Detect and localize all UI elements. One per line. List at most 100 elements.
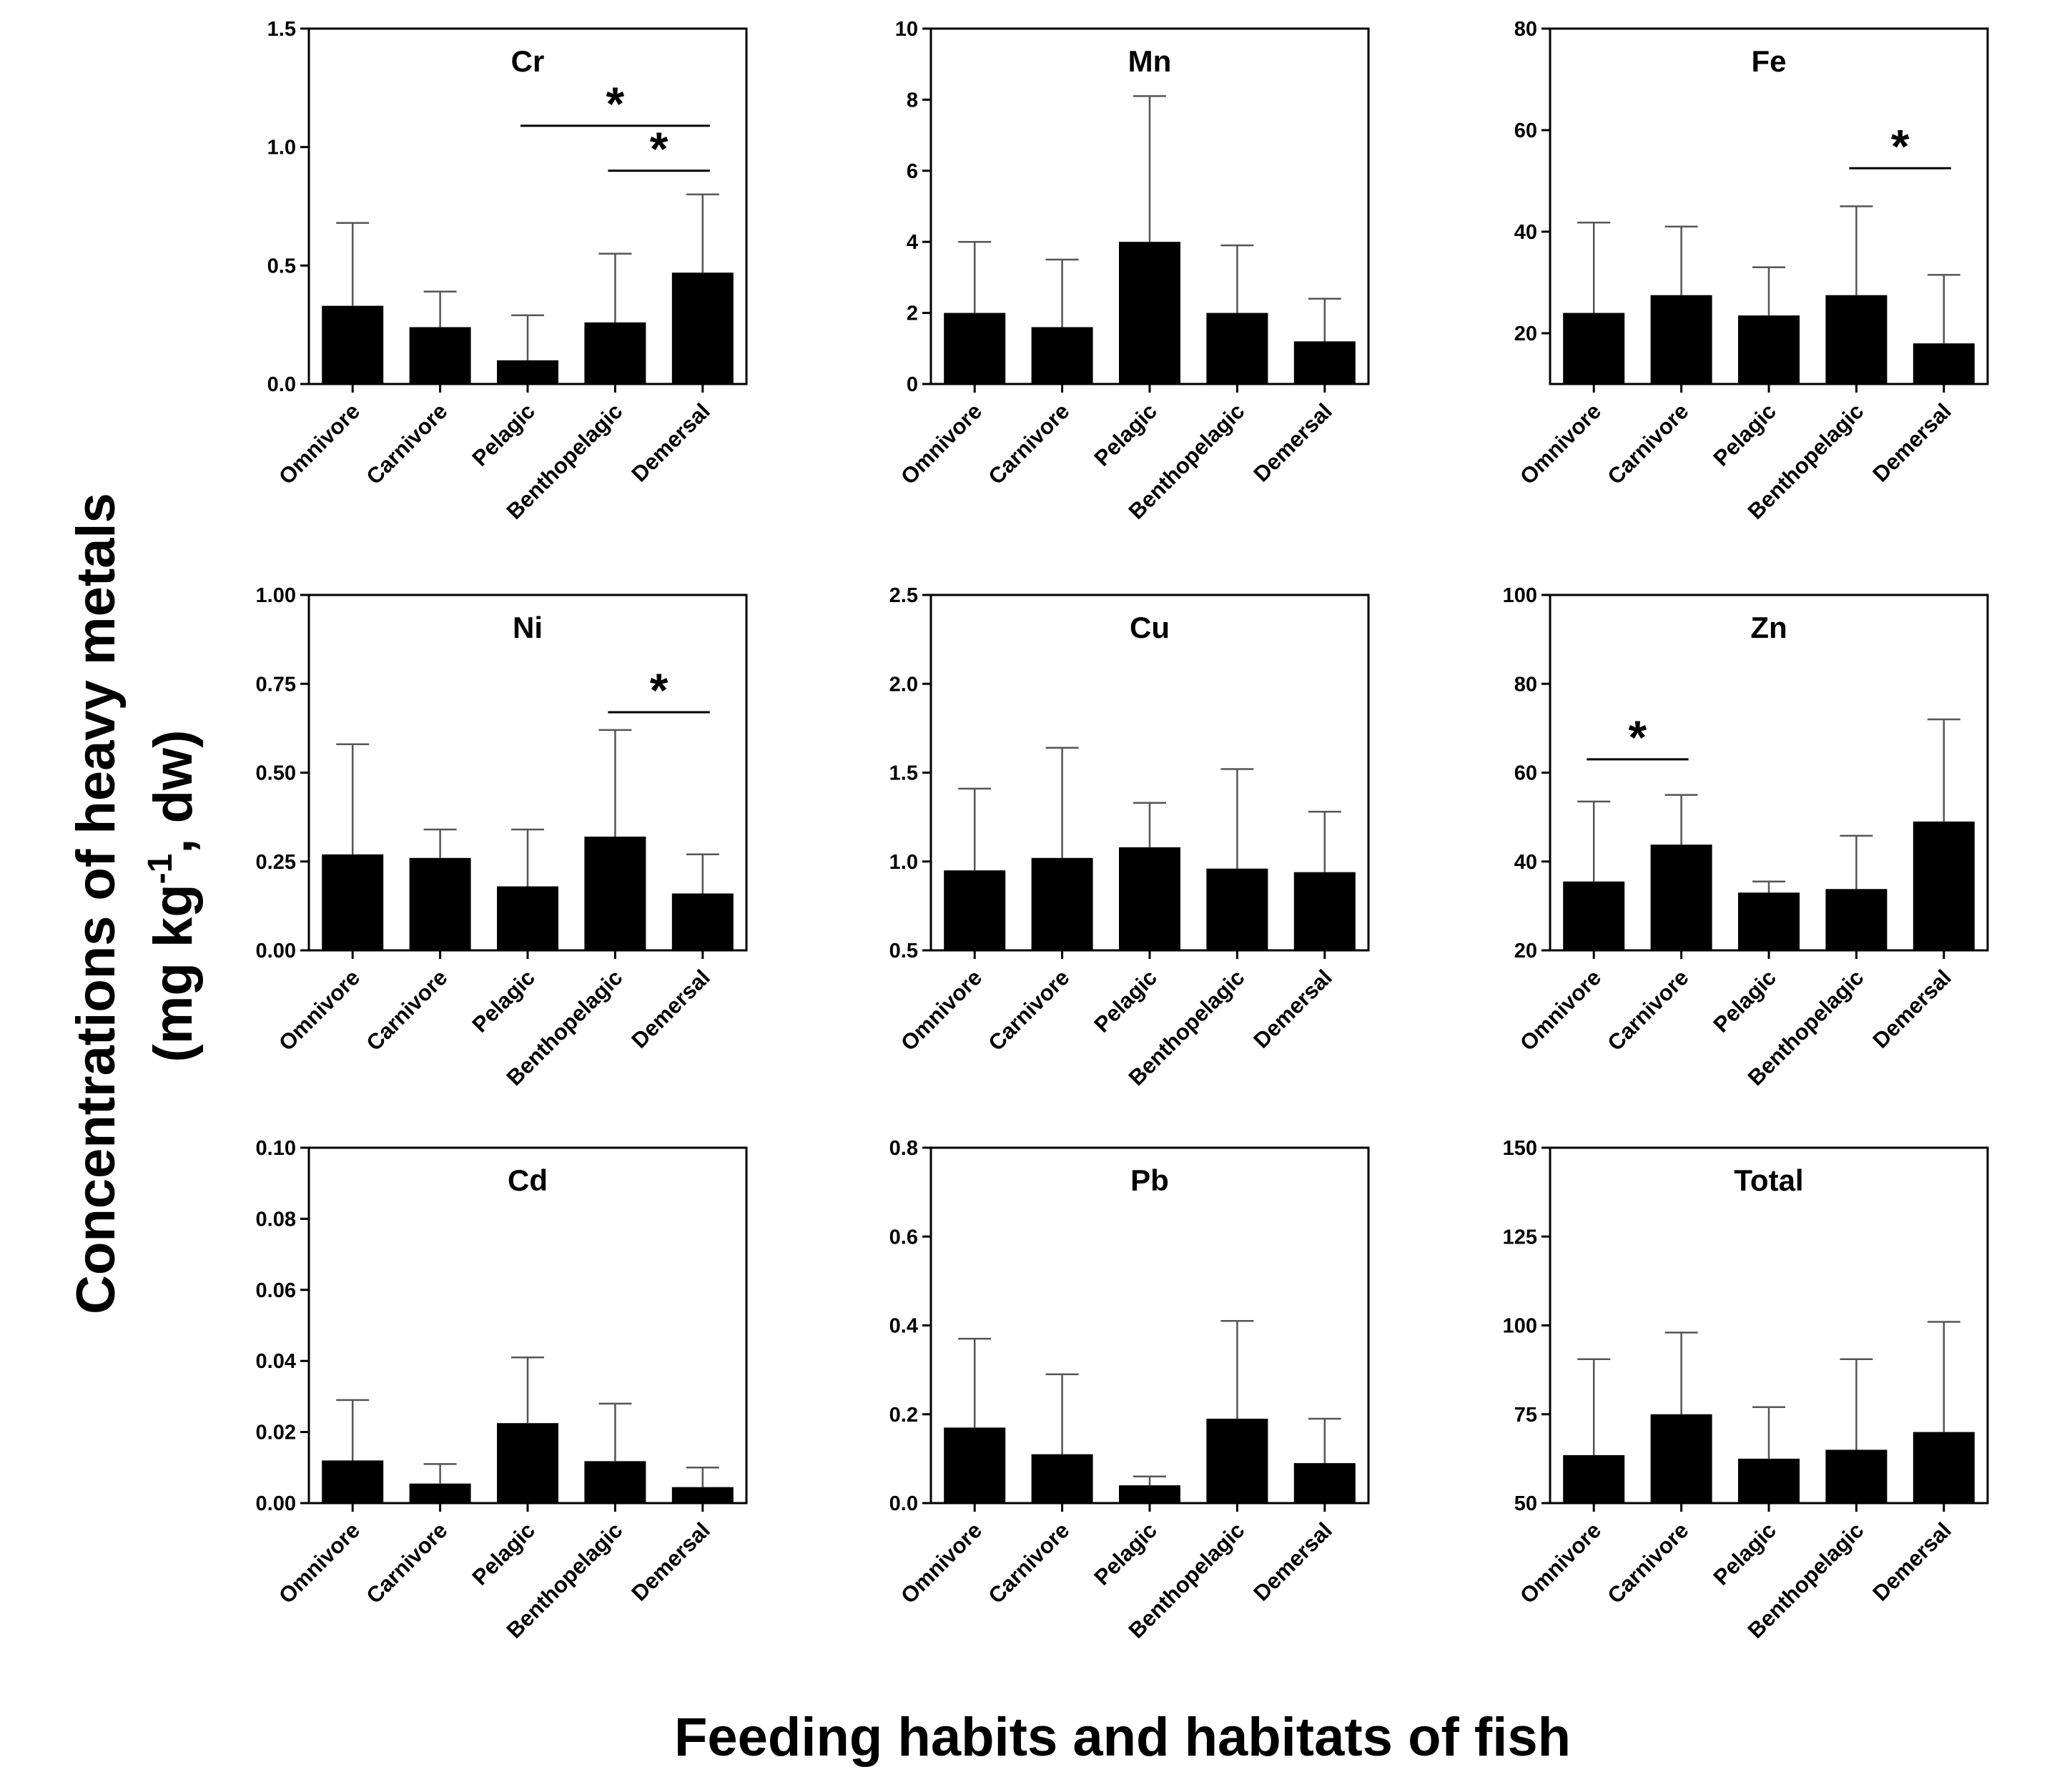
y-tick-label: 40 [1514, 851, 1537, 874]
bar-omnivore [1563, 1454, 1625, 1503]
bar-omnivore [322, 1460, 384, 1503]
x-axis-title: Feeding habits and habitats of fish [674, 1707, 1571, 1768]
bar-omnivore [1563, 312, 1625, 384]
panel-title: Cd [508, 1163, 548, 1197]
y-tick-label: 100 [1503, 1315, 1537, 1338]
bar-omnivore [944, 312, 1006, 384]
y-tick-label: 0.50 [256, 762, 296, 785]
y-tick-label: 125 [1503, 1226, 1537, 1249]
bar-pelagic [1738, 1458, 1800, 1503]
y-tick-label: 1.0 [267, 137, 296, 159]
bar-benthopelagic [1825, 889, 1888, 950]
significance-star: * [650, 122, 669, 175]
y-tick-label: 2 [907, 302, 918, 325]
bar-demersal [1913, 1432, 1975, 1503]
y-tick-label: 1.5 [889, 762, 918, 785]
y-tick-label: 0.06 [256, 1279, 296, 1302]
significance-star: * [606, 77, 625, 130]
y-tick-label: 75 [1514, 1404, 1537, 1427]
bar-benthopelagic [1206, 1418, 1268, 1503]
y-tick-label: 0.5 [889, 940, 918, 963]
y-tick-label: 80 [1514, 18, 1537, 41]
y-tick-label: 0.5 [267, 255, 296, 277]
y-tick-label: 1.00 [256, 584, 296, 607]
bar-benthopelagic [584, 836, 646, 950]
y-tick-label: 60 [1514, 119, 1537, 142]
panel-title: Total [1734, 1163, 1803, 1197]
y-tick-label: 0.2 [889, 1404, 918, 1427]
y-tick-label: 0.02 [256, 1422, 296, 1444]
bar-benthopelagic [584, 322, 646, 384]
bar-benthopelagic [1825, 1449, 1888, 1503]
y-tick-label: 0.08 [256, 1208, 296, 1231]
significance-star: * [1629, 711, 1647, 764]
y-tick-label: 0.0 [267, 373, 296, 396]
bar-omnivore [944, 870, 1006, 950]
y-tick-label: 0.4 [889, 1315, 918, 1338]
y-tick-label: 1.5 [267, 18, 296, 41]
bar-pelagic [1738, 892, 1800, 950]
bar-benthopelagic [1206, 312, 1268, 384]
bar-carnivore [1031, 1454, 1093, 1503]
panel-title: Zn [1750, 611, 1787, 644]
significance-star: * [1891, 119, 1910, 172]
bar-omnivore [322, 305, 384, 384]
y-axis-title-superscript: -1 [142, 854, 179, 885]
y-tick-label: 50 [1514, 1492, 1537, 1515]
y-tick-label: 0.04 [256, 1350, 296, 1373]
bar-carnivore [1650, 845, 1712, 950]
bar-pelagic [1119, 1485, 1180, 1503]
y-tick-label: 100 [1503, 584, 1537, 607]
bar-pelagic [497, 360, 558, 384]
bar-carnivore [1650, 295, 1712, 384]
y-tick-label: 0.10 [256, 1137, 296, 1160]
bar-carnivore [1650, 1414, 1712, 1503]
y-tick-label: 80 [1514, 673, 1537, 696]
y-tick-label: 10 [895, 18, 918, 41]
y-axis-title-line1: Concentrations of heavy metals [66, 493, 127, 1314]
bar-pelagic [497, 886, 558, 950]
y-tick-label: 0.75 [256, 673, 296, 696]
y-tick-label: 0.25 [256, 851, 296, 874]
bar-demersal [671, 1487, 734, 1503]
bar-demersal [671, 272, 734, 384]
y-axis-title-line2: (mg kg-1, dw) [142, 730, 204, 1063]
bar-demersal [1913, 343, 1975, 384]
y-tick-label: 0.00 [256, 1492, 296, 1515]
bar-omnivore [944, 1427, 1006, 1503]
panel-title: Cu [1130, 611, 1170, 644]
bar-carnivore [1031, 327, 1093, 384]
panel-title: Pb [1130, 1163, 1169, 1197]
y-tick-label: 4 [907, 231, 918, 254]
bar-demersal [1293, 341, 1356, 384]
bar-benthopelagic [584, 1461, 646, 1503]
panel-title: Fe [1751, 44, 1786, 78]
y-tick-label: 60 [1514, 762, 1537, 785]
bar-demersal [671, 893, 734, 950]
y-tick-label: 0.00 [256, 940, 296, 963]
y-tick-label: 2.5 [889, 584, 918, 607]
y-tick-label: 1.0 [889, 851, 918, 874]
bar-demersal [1913, 821, 1975, 950]
bar-benthopelagic [1206, 868, 1268, 950]
bar-pelagic [1738, 315, 1800, 384]
bar-carnivore [1031, 857, 1093, 950]
panel-title: Ni [513, 611, 543, 644]
bar-omnivore [322, 854, 384, 950]
y-tick-label: 20 [1514, 940, 1537, 963]
bar-carnivore [409, 1483, 471, 1503]
y-axis-title: Concentrations of heavy metals (mg kg-1,… [66, 478, 204, 1314]
bar-demersal [1293, 1463, 1356, 1503]
bar-carnivore [409, 327, 471, 384]
y-tick-label: 2.0 [889, 673, 918, 696]
bar-demersal [1293, 872, 1356, 950]
panel-title: Mn [1128, 44, 1172, 78]
y-tick-label: 8 [907, 89, 918, 112]
bar-carnivore [409, 857, 471, 950]
y-tick-label: 0.6 [889, 1226, 918, 1249]
bar-pelagic [1119, 847, 1180, 950]
y-tick-label: 6 [907, 160, 918, 183]
y-tick-label: 150 [1503, 1137, 1537, 1160]
panel-title: Cr [511, 44, 545, 78]
